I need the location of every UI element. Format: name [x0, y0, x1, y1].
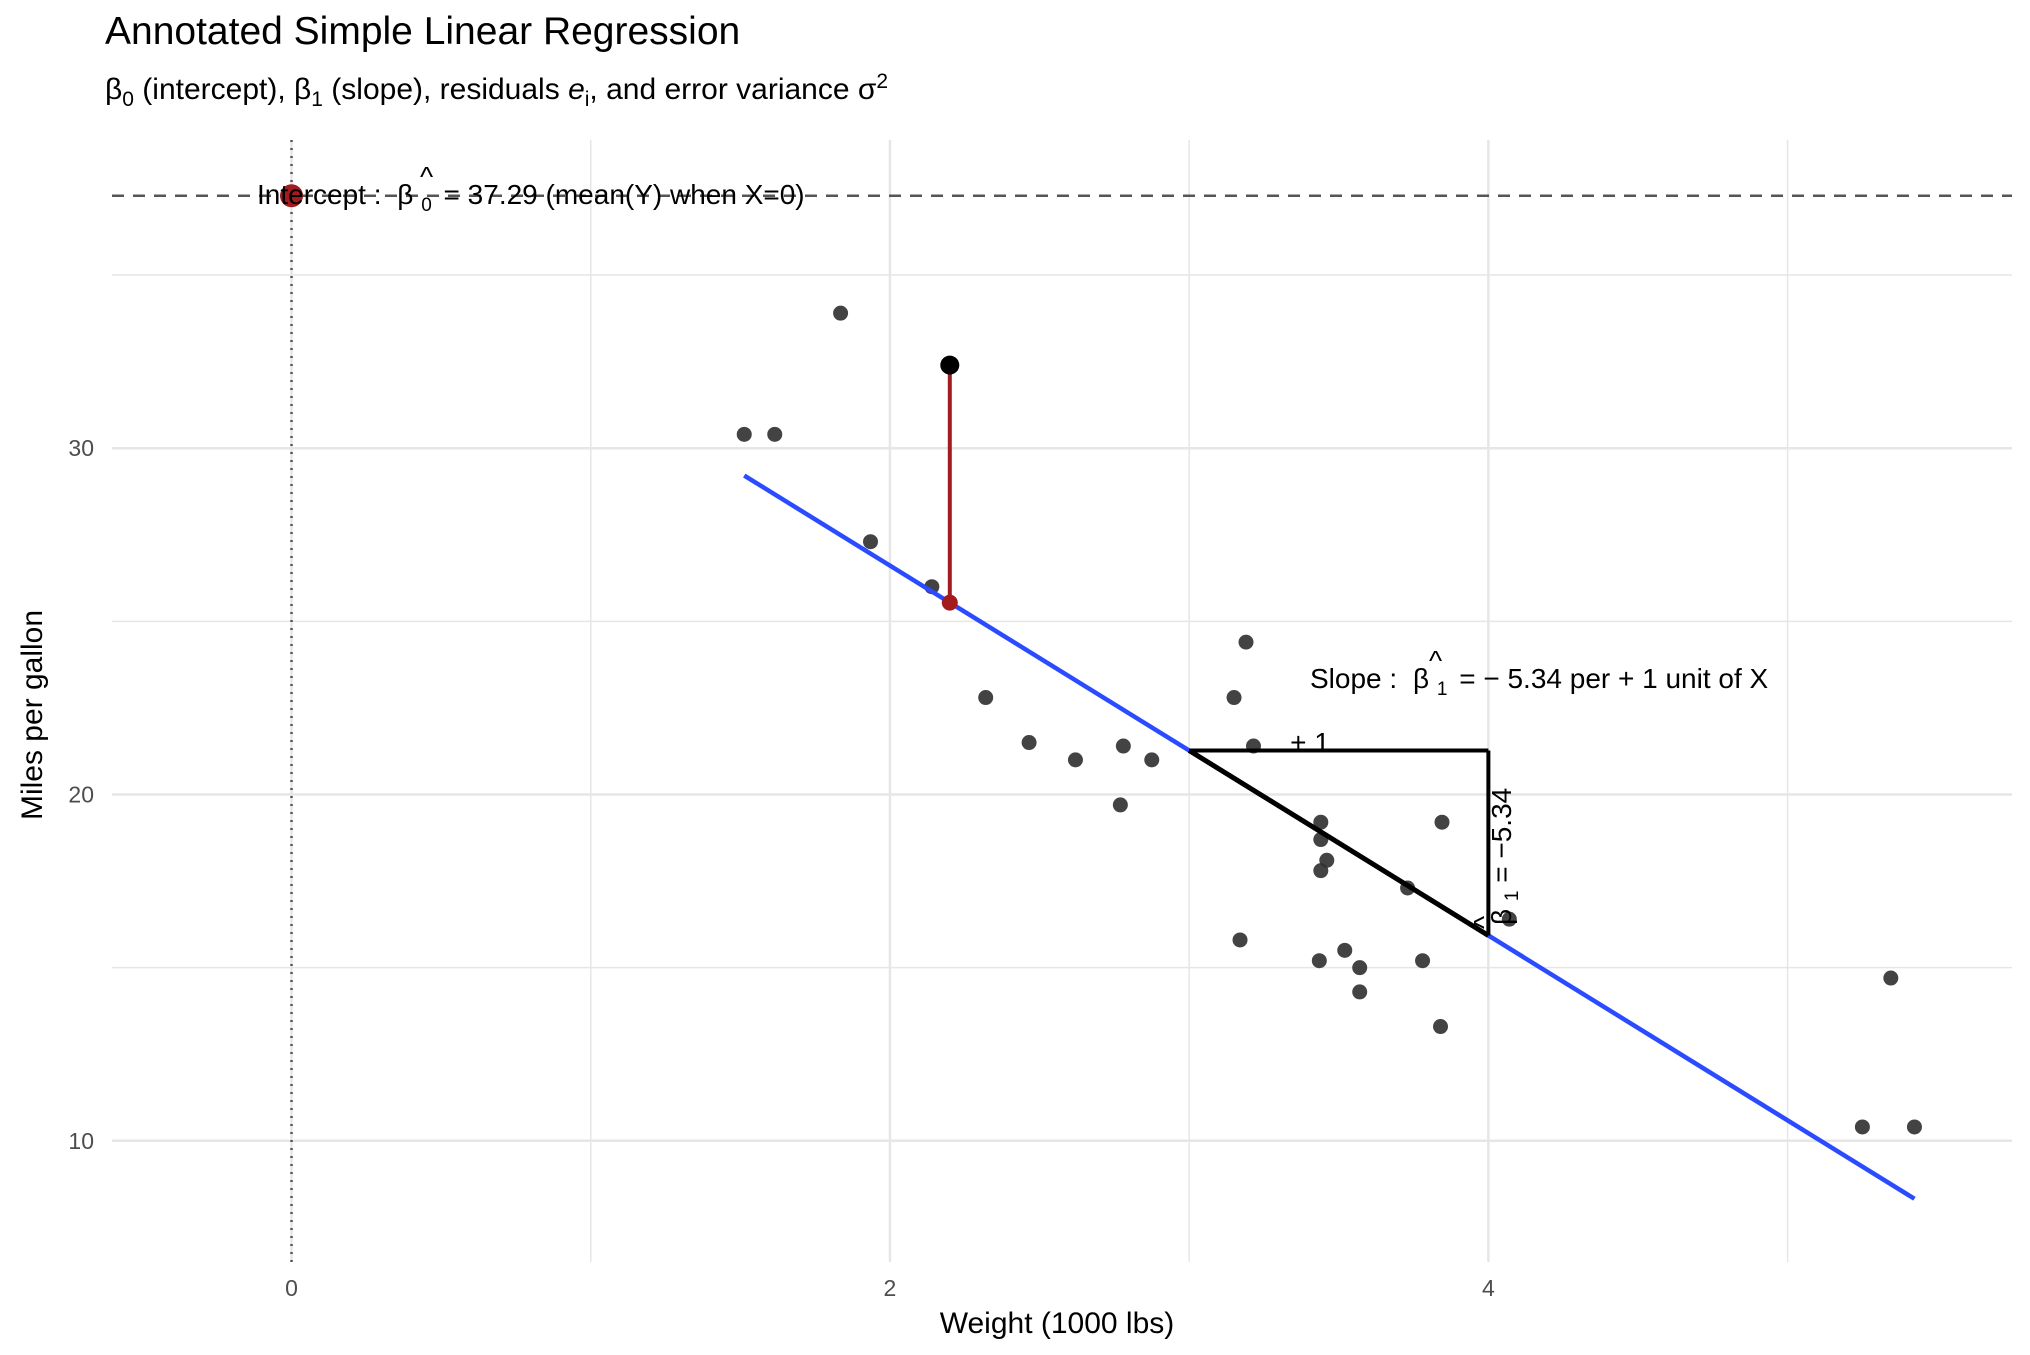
intercept-point: [280, 184, 304, 208]
slope-hypotenuse: [1187, 748, 1490, 938]
axis-layer: 0 2 4 10 20 30: [68, 435, 1495, 1301]
subtitle-part2: (intercept), β: [133, 73, 312, 106]
data-point: [863, 534, 879, 550]
data-point: [1854, 1119, 1870, 1135]
data-point: [1232, 932, 1248, 948]
rise-sub: 1: [1502, 891, 1523, 902]
guide-layer: [112, 140, 2012, 1262]
data-point: [1352, 984, 1368, 1000]
y-tick-label: 20: [68, 782, 94, 808]
chart-subtitle: β0 (intercept), β1 (slope), residuals ei…: [105, 70, 888, 112]
data-point: [1021, 735, 1037, 751]
x-tick-label: 0: [285, 1275, 298, 1301]
data-point: [1311, 953, 1327, 969]
data-point: [1115, 738, 1131, 754]
fitted-value-point: [941, 594, 958, 611]
subtitle-sup4: 2: [876, 70, 889, 93]
slope-hat: ^: [1429, 645, 1442, 676]
slope-sub: 1: [1437, 679, 1448, 700]
subtitle-part4: , and error variance σ: [589, 73, 877, 106]
data-point: [1226, 690, 1242, 706]
subtitle-e: e: [568, 73, 585, 106]
rise-label-text: β 1 = −5.34: [1486, 788, 1524, 925]
slope-label-pre: Slope :: [1310, 663, 1397, 694]
grid-layer: [112, 140, 2012, 1262]
intercept-hat: ^: [420, 161, 433, 192]
rise-post: = −5.34: [1486, 788, 1517, 883]
run-label: + 1: [1290, 727, 1330, 758]
intercept-annotation: Intercept : β 0 = 37.29 (mean(Y) when X=…: [257, 179, 805, 217]
y-tick-label: 10: [68, 1128, 94, 1154]
rise-hat: ^: [1468, 916, 1499, 929]
data-point: [1883, 970, 1899, 986]
intercept-beta: β: [397, 179, 413, 210]
data-point: [1313, 814, 1329, 830]
rise-beta: β: [1486, 909, 1517, 925]
points-layer: [736, 305, 1922, 1135]
data-point: [1238, 634, 1254, 650]
rise-label: β 1 = −5.34 ^: [1468, 788, 1524, 929]
subtitle-part3: (slope), residuals: [322, 73, 569, 106]
y-tick-label: 30: [68, 435, 94, 461]
data-point: [1067, 752, 1083, 768]
subtitle-part1: β: [105, 73, 123, 106]
subtitle-sub3: i: [584, 88, 590, 111]
subtitle-sub1: 0: [122, 88, 134, 111]
intercept-label-pre: Intercept :: [257, 179, 382, 210]
data-point: [1434, 814, 1450, 830]
chart-title: Annotated Simple Linear Regression: [105, 10, 741, 53]
x-tick-label: 2: [884, 1275, 897, 1301]
data-point: [1906, 1119, 1922, 1135]
data-point: [736, 426, 752, 442]
data-point: [1144, 752, 1160, 768]
data-point: [767, 426, 783, 442]
y-axis-title: Miles per gallon: [16, 610, 49, 820]
annotation-layer: [280, 184, 1491, 938]
intercept-label-post: = 37.29 (mean(Y) when X=0): [444, 179, 805, 210]
data-point: [1337, 942, 1353, 958]
slope-label-post: = − 5.34 per + 1 unit of X: [1459, 663, 1768, 694]
x-axis-title: Weight (1000 lbs): [940, 1307, 1175, 1340]
highlighted-observed-point: [940, 355, 960, 375]
x-tick-label: 4: [1482, 1275, 1495, 1301]
data-point: [1501, 911, 1517, 927]
subtitle-sub2: 1: [311, 88, 323, 111]
data-point: [833, 305, 849, 321]
data-point: [1415, 953, 1431, 969]
slope-beta: β: [1413, 663, 1429, 694]
data-point: [1313, 863, 1329, 879]
data-point: [1352, 960, 1368, 976]
data-point: [1112, 797, 1128, 813]
data-point: [978, 690, 994, 706]
slope-annotation: Slope : β 1 = − 5.34 per + 1 unit of X: [1310, 663, 1769, 701]
data-point: [1433, 1019, 1449, 1035]
intercept-sub: 0: [421, 195, 432, 216]
